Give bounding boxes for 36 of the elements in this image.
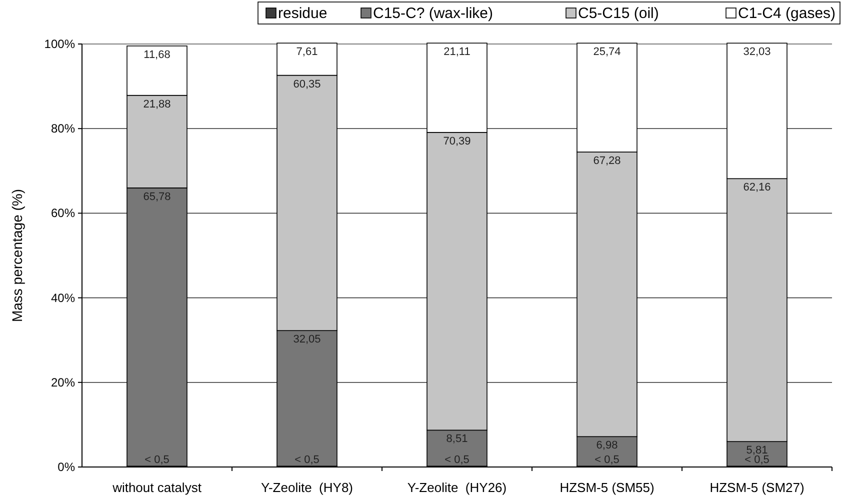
data-label: 8,51 [446, 433, 468, 446]
y-tick-label: 0% [58, 460, 76, 474]
data-label: 21,11 [444, 46, 470, 58]
data-label: 21,88 [143, 98, 171, 110]
data-label: < 0,5 [144, 454, 170, 466]
x-tick-label: without catalyst [112, 480, 202, 495]
data-label: 6,98 [596, 440, 618, 452]
data-label: 5,81 [746, 444, 768, 457]
data-label: 25,74 [593, 46, 621, 58]
data-label: 62,16 [743, 182, 771, 194]
legend-label: C5-C15 (oil) [578, 5, 659, 22]
legend-label: C15-C? (wax-like) [373, 5, 494, 22]
y-tick-label: 100% [44, 37, 76, 51]
legend-label: residue [278, 5, 328, 22]
data-label: 70,39 [443, 135, 471, 148]
data-label: 11,68 [144, 48, 170, 61]
data-label: < 0,5 [444, 454, 470, 466]
y-tick-label: 60% [50, 206, 76, 220]
data-label: 32,05 [293, 334, 321, 346]
data-label: 32,03 [743, 46, 771, 58]
data-label: < 0,5 [294, 454, 320, 466]
x-tick-label: HZSM-5 (SM55) [560, 480, 654, 495]
y-tick-label: 80% [50, 122, 76, 136]
x-tick-label: HZSM-5 (SM27) [710, 480, 804, 495]
data-label: 60,35 [293, 78, 321, 90]
y-tick-label: 20% [50, 375, 76, 390]
data-label: 67,28 [593, 155, 621, 168]
y-axis-title: Mass percentage (%) [9, 188, 25, 322]
x-tick-label: Y-Zeolite (HY8) [261, 480, 353, 495]
data-label: < 0,5 [594, 454, 620, 466]
legend-label: C1-C4 (gases) [738, 5, 836, 22]
data-label: 7,61 [296, 46, 318, 58]
data-label: 65,78 [143, 190, 171, 203]
y-tick-label: 40% [50, 290, 76, 305]
data-label: < 0,5 [744, 454, 770, 466]
x-tick-label: Y-Zeolite (HY26) [407, 480, 507, 495]
